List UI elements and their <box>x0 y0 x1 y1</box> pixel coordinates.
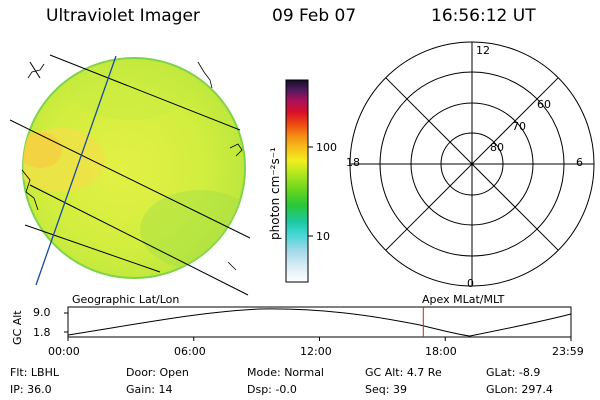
orbit-x-tick-1: 06:00 <box>174 345 206 358</box>
orbit-x-tick-2: 12:00 <box>300 345 332 358</box>
colorbar-ticks <box>308 146 313 237</box>
orbit-y-tick-min: 1.8 <box>33 326 51 339</box>
info-gain: Gain: 14 <box>126 383 173 396</box>
orbit-left-label: Geographic Lat/Lon <box>72 293 180 306</box>
colorbar-tick-10: 10 <box>316 230 330 243</box>
info-gc-alt: GC Alt: 4.7 Re <box>365 366 442 379</box>
info-ip: IP: 36.0 <box>10 383 52 396</box>
instrument-title: Ultraviolet Imager <box>46 6 200 26</box>
mlt-label-12: 12 <box>476 44 490 57</box>
polar-plot <box>349 41 595 287</box>
orbit-axis-label: GC Alt <box>11 310 24 345</box>
info-glon: GLon: 297.4 <box>486 383 553 396</box>
mlt-label-6: 6 <box>576 156 583 169</box>
info-seq: Seq: 39 <box>365 383 407 396</box>
orbit-right-label: Apex MLat/MLT <box>422 293 505 306</box>
geo-grid-lines <box>9 54 251 296</box>
coastline <box>21 61 243 271</box>
orbit-panel <box>64 306 572 341</box>
lat-label-70: 70 <box>512 120 526 133</box>
orbit-y-tick-max: 9.0 <box>33 306 51 319</box>
time-label: 16:56:12 UT <box>431 6 536 26</box>
date-label: 09 Feb 07 <box>272 6 357 26</box>
colorbar-tick-100: 100 <box>316 141 337 154</box>
mlt-label-0: 0 <box>467 277 474 290</box>
info-door: Door: Open <box>126 366 189 379</box>
orbit-x-tick-3: 18:00 <box>425 345 457 358</box>
info-dsp: Dsp: -0.0 <box>247 383 297 396</box>
uv-image <box>9 54 251 296</box>
info-filter: Flt: LBHL <box>10 366 59 379</box>
orbit-x-tick-4: 23:59 <box>552 345 584 358</box>
lat-label-80: 80 <box>490 141 504 154</box>
mlt-label-18: 18 <box>346 156 360 169</box>
info-glat: GLat: -8.9 <box>486 366 541 379</box>
lat-label-60: 60 <box>537 98 551 111</box>
colorbar-unit-label: photon cm⁻²s⁻¹ <box>268 147 282 240</box>
info-mode: Mode: Normal <box>247 366 324 379</box>
orbit-x-tick-0: 00:00 <box>48 345 80 358</box>
altitude-curve <box>67 308 572 337</box>
colorbar <box>285 79 309 283</box>
meridian-line <box>35 55 117 286</box>
